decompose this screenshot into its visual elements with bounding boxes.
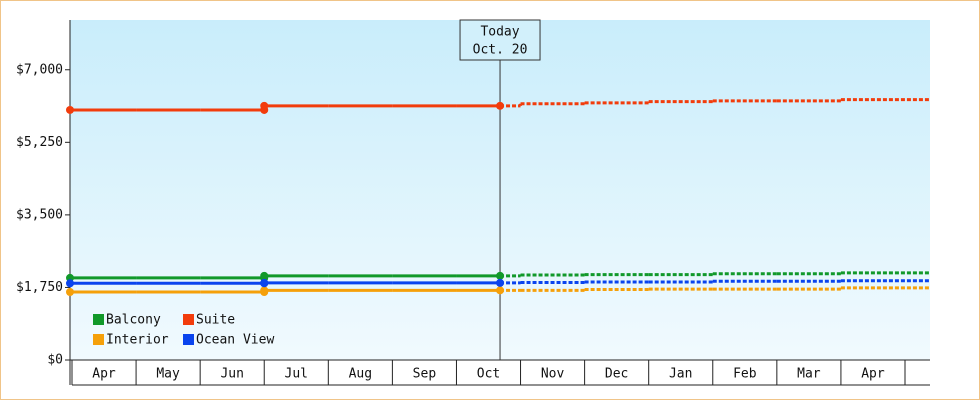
price-point [66,279,74,288]
price-point [496,101,505,110]
y-tick-label: $5,250 [16,135,63,150]
x-tick-label: Oct [477,367,500,382]
price-point [496,286,505,295]
y-tick-label: $0 [47,353,63,368]
x-tick-label: Sep [413,367,437,382]
price-point [66,288,74,296]
x-tick-label: Jun [220,367,243,382]
y-tick-label: $3,500 [16,207,63,222]
legend-label: Suite [196,313,235,328]
x-tick-label: Nov [541,367,565,382]
legend-label: Interior [106,333,169,348]
legend-swatch [93,334,104,345]
legend-label: Ocean View [196,333,274,348]
x-tick-label: Feb [733,367,757,382]
price-point [66,105,74,114]
legend-swatch [93,314,104,325]
x-tick-label: Aug [349,367,372,382]
today-box [459,19,541,61]
x-tick-label: Mar [797,367,821,382]
x-tick-label: Apr [92,367,116,382]
x-tick-label: Jan [669,367,692,382]
x-tick-label: Dec [605,367,628,382]
price-point [260,101,269,110]
y-tick-label: $1,750 [16,280,63,295]
x-tick-label: Apr [861,367,885,382]
price-point [260,286,269,295]
price-point [496,278,505,287]
price-point [260,278,269,287]
legend-swatch [183,334,194,345]
price-point [260,271,269,280]
legend-label: Balcony [106,313,161,328]
x-tick-label: Jul [285,367,308,382]
x-tick-label: May [156,367,180,382]
price-point [496,271,505,280]
today-date: Oct. 20 [473,43,528,58]
y-tick-label: $7,000 [16,62,63,77]
today-label: Today [480,25,519,40]
legend-swatch [183,314,194,325]
